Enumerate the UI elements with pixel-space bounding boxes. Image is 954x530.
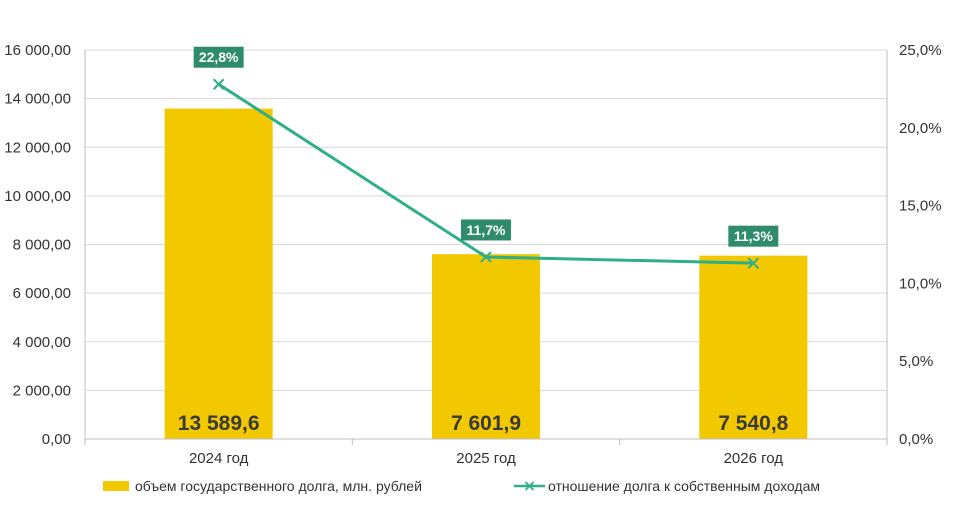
y-right-tick-label: 20,0% bbox=[899, 120, 942, 137]
bar-series bbox=[164, 108, 808, 440]
line-point-marker bbox=[480, 251, 492, 263]
bar-value-label: 7 540,8 bbox=[718, 412, 788, 435]
legend: объем государственного долга, млн. рубле… bbox=[103, 478, 820, 494]
bar bbox=[164, 108, 273, 440]
y-left-tick-label: 10 000,00 bbox=[4, 188, 71, 205]
y-right-tick-label: 25,0% bbox=[899, 42, 942, 59]
y-left-tick-label: 8 000,00 bbox=[13, 237, 71, 254]
line-value-label: 22,8% bbox=[199, 49, 239, 65]
line-value-label: 11,3% bbox=[734, 228, 773, 244]
y-left-tick-label: 6 000,00 bbox=[13, 285, 71, 302]
line-value-label: 11,7% bbox=[467, 222, 506, 238]
line-point-marker bbox=[747, 257, 760, 269]
y-left-tick-label: 4 000,00 bbox=[13, 334, 71, 351]
line-series bbox=[212, 78, 760, 269]
x-tick-label: 2024 год bbox=[189, 450, 249, 467]
bar-value-label: 7 601,9 bbox=[451, 412, 521, 435]
y-right-tick-label: 10,0% bbox=[899, 275, 942, 292]
bar-value-label: 13 589,6 bbox=[178, 412, 260, 435]
y-left-tick-label: 12 000,00 bbox=[4, 139, 71, 156]
line-value-label-box bbox=[461, 219, 511, 241]
y-left-tick-label: 2 000,00 bbox=[13, 382, 71, 399]
y-left-tick-label: 16 000,00 bbox=[4, 42, 71, 59]
y-left-tick-label: 0,00 bbox=[42, 431, 71, 448]
legend-line-label: отношение долга к собственным доходам bbox=[548, 478, 820, 494]
legend-bar-swatch bbox=[103, 481, 129, 491]
bar bbox=[432, 254, 540, 439]
line-value-label-box bbox=[193, 46, 244, 68]
y-right-tick-label: 15,0% bbox=[899, 198, 942, 215]
y-right-tick-label: 0,0% bbox=[899, 431, 933, 448]
legend-line-marker bbox=[524, 481, 535, 491]
x-tick-label: 2026 год bbox=[724, 450, 784, 467]
y-right-tick-label: 5,0% bbox=[899, 353, 933, 370]
line-point-marker bbox=[212, 78, 225, 90]
data-labels: 13 589,6 7 601,9 7 540,8 22,8% 11,7% 11,3% bbox=[178, 46, 789, 435]
x-tick-label: 2025 год bbox=[456, 450, 516, 467]
bar bbox=[699, 255, 808, 439]
line-value-label-box bbox=[728, 225, 779, 247]
y-left-tick-label: 14 000,00 bbox=[4, 91, 71, 108]
axes: 0,00 2 000,00 4 000,00 6 000,00 8 000,00 10 0… bbox=[4, 42, 941, 467]
legend-bar-label: объем государственного долга, млн. рубле… bbox=[135, 478, 422, 494]
